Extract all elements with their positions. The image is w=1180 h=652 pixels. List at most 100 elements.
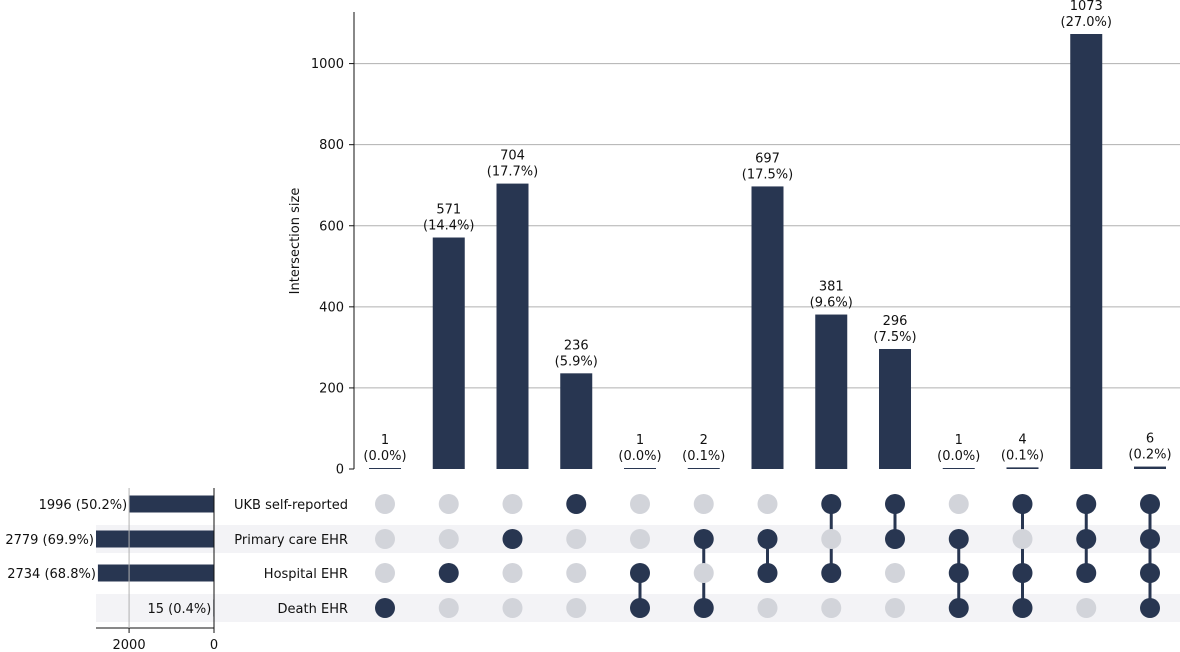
bar-value-label: 381 [819, 280, 844, 295]
intersection-bar [432, 237, 465, 469]
matrix-dot-inactive [757, 598, 778, 618]
bar-value-label: 296 [883, 314, 908, 329]
matrix-dot-active [885, 494, 905, 514]
matrix-dot-active [948, 563, 969, 583]
y-tick-label: 200 [319, 381, 344, 396]
matrix-dot-active [502, 529, 523, 549]
matrix-dot-active [821, 494, 842, 514]
set-size-label: 15 (0.4%) [148, 602, 212, 617]
y-tick-label: 1000 [311, 57, 344, 72]
bar-percent-label: (27.0%) [1061, 15, 1112, 30]
set-size-bar [129, 495, 214, 513]
intersection-bar [560, 373, 593, 469]
matrix-dot-active [1012, 598, 1033, 618]
matrix-dot-active [1076, 563, 1097, 583]
matrix-dot-inactive [885, 563, 905, 583]
matrix-dot-active [757, 529, 778, 549]
set-size-label: 2779 (69.9%) [5, 533, 94, 548]
matrix-dot-inactive [821, 529, 842, 549]
matrix-dot-active [1012, 563, 1033, 583]
intersection-bar [879, 349, 911, 469]
bar-percent-label: (5.9%) [555, 354, 598, 369]
matrix-dot-active [630, 598, 650, 618]
matrix-dot-inactive [948, 494, 969, 514]
matrix-dot-active [438, 563, 459, 583]
matrix-dot-active [948, 598, 969, 618]
bar-percent-label: (17.7%) [487, 165, 538, 180]
matrix-dot-active [566, 494, 587, 514]
set-size-bar [97, 564, 214, 582]
matrix-dot-inactive [502, 563, 523, 583]
set-size-label: 1996 (50.2%) [39, 498, 128, 513]
intersection-bar [815, 314, 848, 469]
bar-percent-label: (7.5%) [873, 330, 916, 345]
matrix-dot-inactive [1076, 598, 1097, 618]
set-name-label: Hospital EHR [264, 567, 348, 582]
y-tick-label: 400 [319, 300, 344, 315]
y-tick-label: 800 [319, 138, 344, 153]
matrix-dot-inactive [821, 598, 842, 618]
bar-value-label: 1073 [1070, 0, 1103, 14]
bar-percent-label: (0.1%) [682, 449, 725, 464]
bar-value-label: 6 [1146, 432, 1154, 447]
intersection-bar [624, 468, 656, 469]
matrix-dot-inactive [885, 598, 905, 618]
intersection-bar [369, 468, 401, 469]
matrix-dot-active [1076, 529, 1097, 549]
y-tick-label: 0 [336, 463, 344, 478]
intersection-bar [942, 468, 975, 469]
matrix-dot-active [757, 563, 778, 583]
bar-percent-label: (0.1%) [1001, 448, 1044, 463]
matrix-dot-active [693, 529, 714, 549]
matrix-dot-inactive [502, 494, 523, 514]
bar-value-label: 571 [436, 203, 461, 218]
bar-percent-label: (14.4%) [423, 219, 474, 234]
matrix-dot-inactive [693, 563, 714, 583]
intersection-bar [687, 468, 720, 469]
set-size-tick-label: 2000 [113, 638, 146, 652]
matrix-dot-active [1140, 494, 1160, 514]
matrix-dot-inactive [630, 494, 650, 514]
y-axis-label: Intersection size [288, 188, 303, 295]
matrix-dot-inactive [1012, 529, 1033, 549]
bar-value-label: 697 [755, 151, 780, 166]
bar-percent-label: (0.0%) [363, 449, 406, 464]
matrix-dot-inactive [375, 494, 395, 514]
bar-value-label: 1 [955, 433, 963, 448]
intersection-bar [496, 183, 529, 469]
matrix-dot-inactive [566, 529, 587, 549]
bar-value-label: 704 [500, 149, 525, 164]
matrix-dot-inactive [375, 563, 395, 583]
bar-percent-label: (0.2%) [1128, 448, 1171, 463]
matrix-dot-inactive [566, 598, 587, 618]
matrix-dot-active [693, 598, 714, 618]
matrix-dot-active [821, 563, 842, 583]
set-name-label: Primary care EHR [234, 533, 348, 548]
bar-percent-label: (17.5%) [742, 167, 793, 182]
bar-percent-label: (0.0%) [937, 449, 980, 464]
matrix-dot-inactive [630, 529, 650, 549]
matrix-dot-active [375, 598, 395, 618]
bar-value-label: 236 [564, 338, 589, 353]
matrix-dot-active [948, 529, 969, 549]
matrix-dot-inactive [693, 494, 714, 514]
y-tick-label: 600 [319, 219, 344, 234]
intersection-bar [1134, 466, 1166, 469]
matrix-dot-active [1012, 494, 1033, 514]
bar-value-label: 1 [636, 433, 644, 448]
intersection-bar [1070, 34, 1103, 469]
intersection-bar [1006, 467, 1039, 469]
matrix-dot-inactive [438, 598, 459, 618]
matrix-dot-active [1140, 529, 1160, 549]
matrix-dot-active [1076, 494, 1097, 514]
matrix-dot-inactive [566, 563, 587, 583]
set-size-label: 2734 (68.8%) [7, 567, 96, 582]
matrix-dot-inactive [757, 494, 778, 514]
intersection-bar [751, 186, 784, 469]
matrix-dot-inactive [438, 494, 459, 514]
matrix-dot-inactive [375, 529, 395, 549]
matrix-dot-inactive [502, 598, 523, 618]
set-size-bar [96, 530, 214, 548]
set-name-label: UKB self-reported [234, 498, 348, 513]
